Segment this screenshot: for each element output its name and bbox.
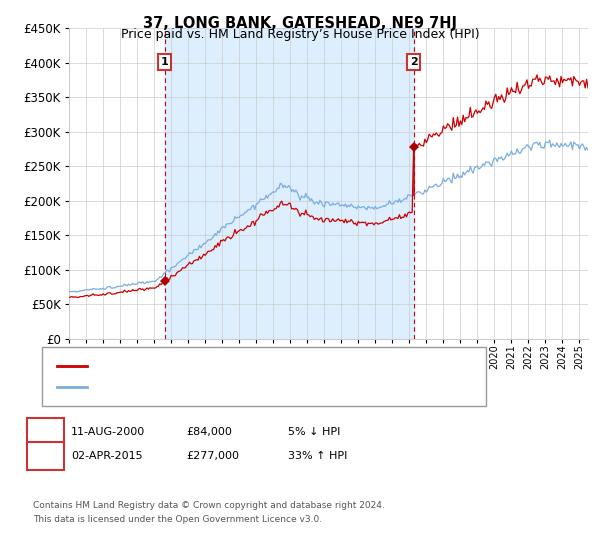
Text: HPI: Average price, detached house, Gateshead: HPI: Average price, detached house, Gate… [93, 382, 343, 392]
Bar [164, 28, 413, 339]
Text: 1: 1 [42, 427, 49, 437]
Text: 37, LONG BANK, GATESHEAD, NE9 7HJ: 37, LONG BANK, GATESHEAD, NE9 7HJ [143, 16, 457, 31]
Text: Price paid vs. HM Land Registry’s House Price Index (HPI): Price paid vs. HM Land Registry’s House … [121, 28, 479, 41]
Text: 02-APR-2015: 02-APR-2015 [71, 451, 142, 461]
Text: £84,000: £84,000 [186, 427, 232, 437]
Text: 2: 2 [42, 451, 49, 461]
Text: 5% ↓ HPI: 5% ↓ HPI [288, 427, 340, 437]
Text: Contains HM Land Registry data © Crown copyright and database right 2024.: Contains HM Land Registry data © Crown c… [33, 501, 385, 510]
Text: 2: 2 [410, 57, 418, 67]
Text: 33% ↑ HPI: 33% ↑ HPI [288, 451, 347, 461]
Text: £277,000: £277,000 [186, 451, 239, 461]
Text: 37, LONG BANK, GATESHEAD, NE9 7HJ (detached house): 37, LONG BANK, GATESHEAD, NE9 7HJ (detac… [93, 361, 387, 371]
Text: 1: 1 [161, 57, 169, 67]
Text: This data is licensed under the Open Government Licence v3.0.: This data is licensed under the Open Gov… [33, 515, 322, 524]
Text: 11-AUG-2000: 11-AUG-2000 [71, 427, 145, 437]
